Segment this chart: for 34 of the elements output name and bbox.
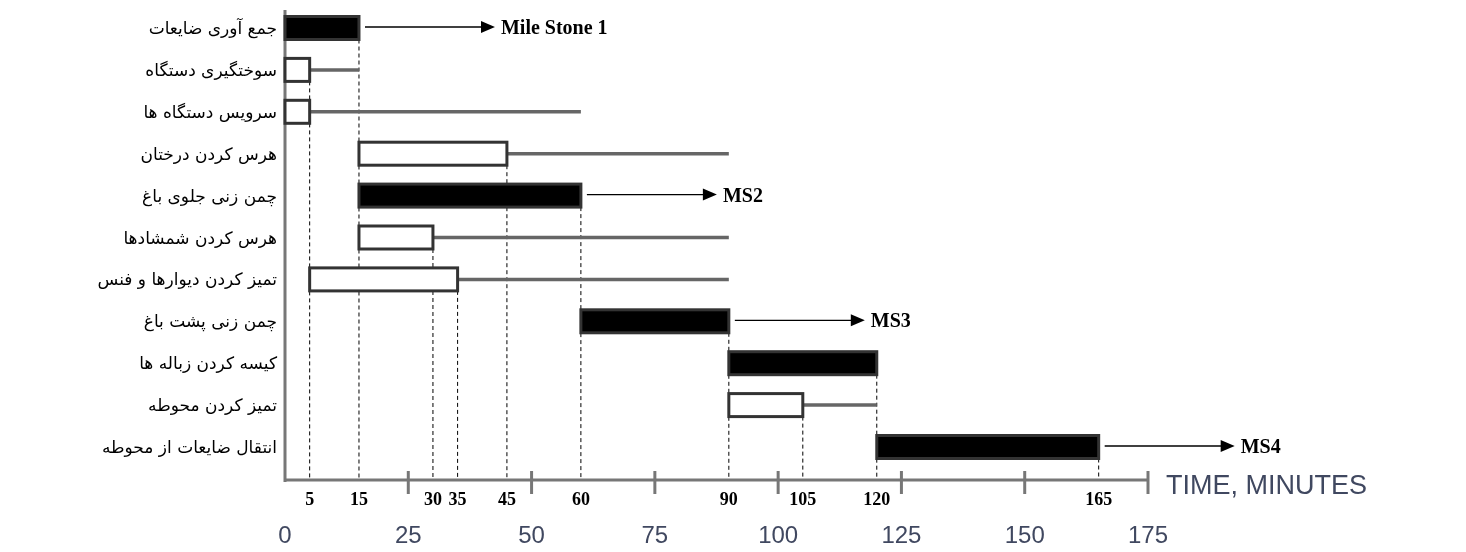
x2-tick-label: 150	[1004, 521, 1045, 548]
x-tick-label: 45	[497, 489, 516, 509]
x-tick-label: 90	[719, 489, 738, 509]
y-tick-label: سوختگیری دستگاه	[145, 59, 277, 80]
x-axis-title: TIME, MINUTES	[1166, 470, 1367, 500]
y-tick-label: تمیز کردن محوطه	[148, 395, 278, 416]
y-tick-label: انتقال ضایعات از محوطه	[101, 437, 277, 457]
x2-tick-label: 50	[518, 521, 545, 548]
y-tick-label: کیسه کردن زباله ها	[139, 353, 278, 374]
x2-tick-label: 100	[758, 521, 799, 548]
y-tick-label: سرویس دستگاه ها	[143, 101, 277, 122]
x-tick-label: 120	[863, 489, 891, 509]
x-tick-label: 60	[571, 489, 590, 509]
x-tick-label: 165	[1085, 489, 1113, 509]
annotation: MS2	[722, 183, 763, 206]
y-tick-label: هرس کردن شمشادها	[123, 227, 277, 248]
x-tick-label: 30	[423, 489, 442, 509]
x-tick-label: 15	[349, 489, 368, 509]
y-tick-label: چمن زنی جلوی باغ	[142, 185, 277, 207]
x-tick-label: 5	[305, 489, 315, 509]
y-tick-label: جمع آوری ضایعات	[148, 17, 277, 39]
x-tick-label: 35	[448, 489, 467, 509]
x-tick-label: 105	[789, 489, 817, 509]
x2-tick-label: 25	[394, 521, 422, 548]
x2-tick-label: 75	[641, 521, 669, 548]
annotation: Mile Stone 1	[500, 16, 608, 38]
y-tick-label: تمیز کردن دیوارها و فنس	[97, 269, 278, 290]
y-tick-label: هرس کردن درختان	[140, 143, 277, 164]
annotation: MS4	[1240, 435, 1281, 457]
y-tick-label: چمن زنی پشت باغ	[143, 311, 277, 333]
x2-tick-label: 175	[1127, 521, 1169, 548]
annotation: MS3	[870, 309, 911, 332]
x2-tick-label: 125	[881, 521, 922, 548]
x2-tick-label: 0	[278, 521, 292, 548]
